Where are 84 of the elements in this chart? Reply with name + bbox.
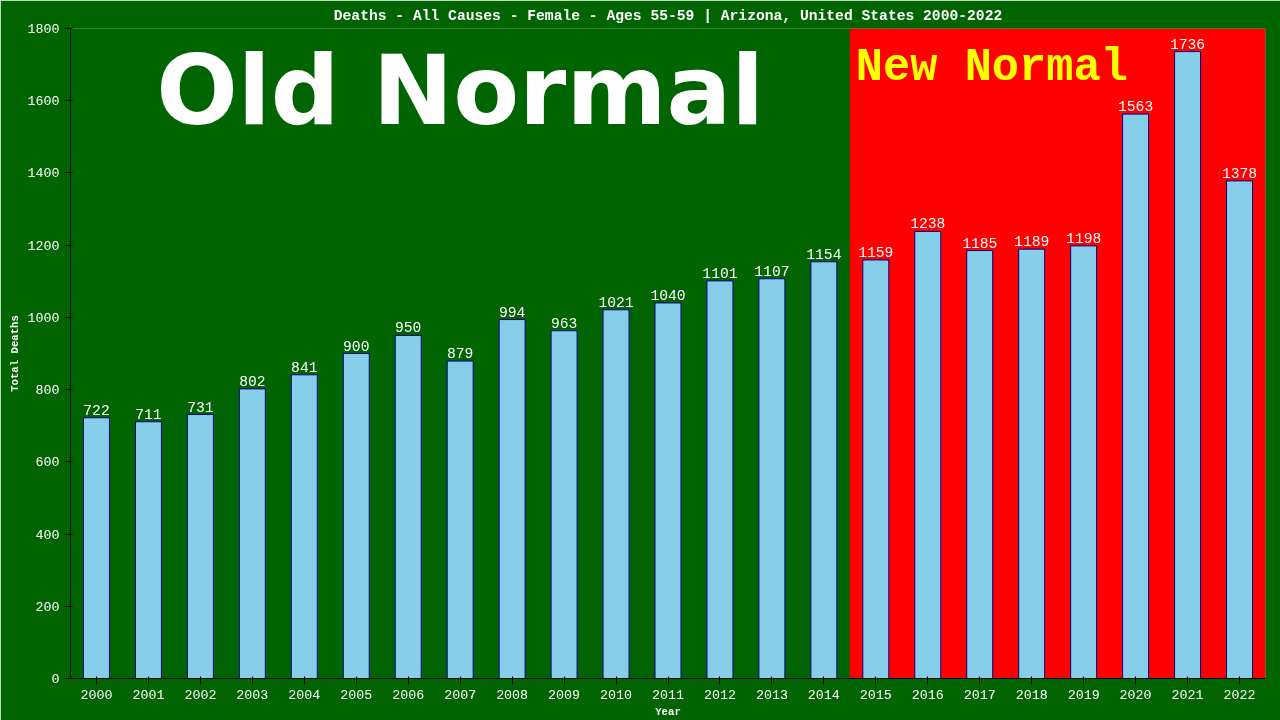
x-tick-label: 2019 — [1067, 687, 1100, 703]
bar — [82, 417, 110, 679]
x-tick-label: 2020 — [1119, 687, 1152, 703]
x-tick-label: 2013 — [755, 687, 788, 703]
x-tick-label: 2018 — [1015, 687, 1048, 703]
bar — [394, 334, 422, 679]
x-tick-label: 2001 — [132, 687, 165, 703]
data-label: 950 — [395, 320, 422, 337]
bar — [186, 414, 214, 679]
data-label: 1107 — [754, 263, 790, 280]
x-tick-label: 2021 — [1171, 687, 1204, 703]
chart-title: Deaths - All Causes - Female - Ages 55-59 | Arizona, United States 2000-2022 — [333, 7, 1003, 24]
band-label: Old Normal — [156, 35, 765, 147]
bar — [966, 250, 994, 679]
y-tick-label: 1000 — [27, 310, 60, 326]
x-tick-label: 2016 — [911, 687, 944, 703]
bar — [862, 259, 890, 679]
bar — [342, 353, 370, 679]
bar — [134, 421, 162, 679]
bar — [1070, 245, 1098, 679]
x-tick-label: 2022 — [1223, 687, 1256, 703]
data-label: 1185 — [962, 235, 998, 252]
data-label: 1159 — [858, 244, 894, 261]
bar — [810, 261, 838, 679]
bar — [1122, 113, 1150, 679]
data-label: 1021 — [598, 294, 634, 311]
x-tick-label: 2017 — [963, 687, 996, 703]
y-tick-label: 600 — [35, 455, 60, 471]
x-tick-label: 2004 — [288, 687, 321, 703]
y-tick-label: 400 — [35, 527, 60, 543]
bar — [446, 360, 474, 679]
data-label: 879 — [446, 346, 474, 363]
y-tick-label: 800 — [35, 383, 60, 399]
data-label: 1040 — [650, 287, 686, 304]
band-label: New Normal — [855, 41, 1128, 94]
bar — [498, 319, 526, 679]
y-axis-title: Total Deaths — [8, 315, 21, 392]
data-label: 1238 — [910, 216, 946, 233]
data-label: 963 — [550, 315, 578, 332]
y-tick-label: 1400 — [27, 166, 60, 182]
x-tick-label: 2005 — [340, 687, 373, 703]
x-tick-label: 2000 — [80, 687, 113, 703]
data-label: 1101 — [702, 265, 738, 282]
data-label: 1378 — [1221, 165, 1258, 182]
x-tick-label: 2015 — [859, 687, 892, 703]
bar — [290, 374, 318, 679]
data-label: 1736 — [1169, 36, 1206, 53]
x-tick-label: 2003 — [236, 687, 269, 703]
y-tick-label: 1800 — [27, 22, 60, 37]
x-tick-label: 2009 — [548, 687, 581, 703]
bar — [706, 280, 734, 679]
data-label: 900 — [343, 338, 370, 355]
x-tick-label: 2007 — [444, 687, 477, 703]
x-tick-label: 2008 — [496, 687, 529, 703]
y-tick-label: 200 — [35, 599, 60, 615]
bar — [654, 302, 682, 679]
x-tick-label: 2014 — [807, 687, 840, 703]
bar — [550, 330, 578, 679]
x-tick-label: 2010 — [600, 687, 633, 703]
y-tick-label: 0 — [51, 672, 60, 687]
x-axis-title: Year — [655, 705, 681, 718]
bar — [602, 309, 630, 679]
data-label: 1189 — [1014, 234, 1050, 251]
bar — [1174, 51, 1202, 679]
data-label: 994 — [498, 304, 526, 321]
y-tick-label: 1600 — [27, 94, 60, 110]
x-tick-label: 2002 — [184, 687, 217, 703]
data-label: 1198 — [1066, 230, 1102, 247]
bar — [914, 230, 942, 679]
bar — [1018, 248, 1046, 679]
x-tick-label: 2011 — [652, 687, 684, 703]
bar — [758, 278, 786, 679]
bar — [238, 388, 266, 679]
data-label: 1154 — [806, 246, 842, 263]
bar — [1226, 180, 1254, 679]
data-label: 731 — [187, 399, 214, 416]
y-tick-label: 1200 — [27, 238, 60, 254]
x-tick-label: 2006 — [392, 687, 425, 703]
data-label: 802 — [239, 373, 266, 390]
data-label: 841 — [291, 359, 318, 376]
data-label: 1563 — [1118, 99, 1154, 116]
data-label: 711 — [135, 406, 162, 423]
data-label: 722 — [83, 402, 110, 419]
x-tick-label: 2012 — [703, 687, 736, 703]
